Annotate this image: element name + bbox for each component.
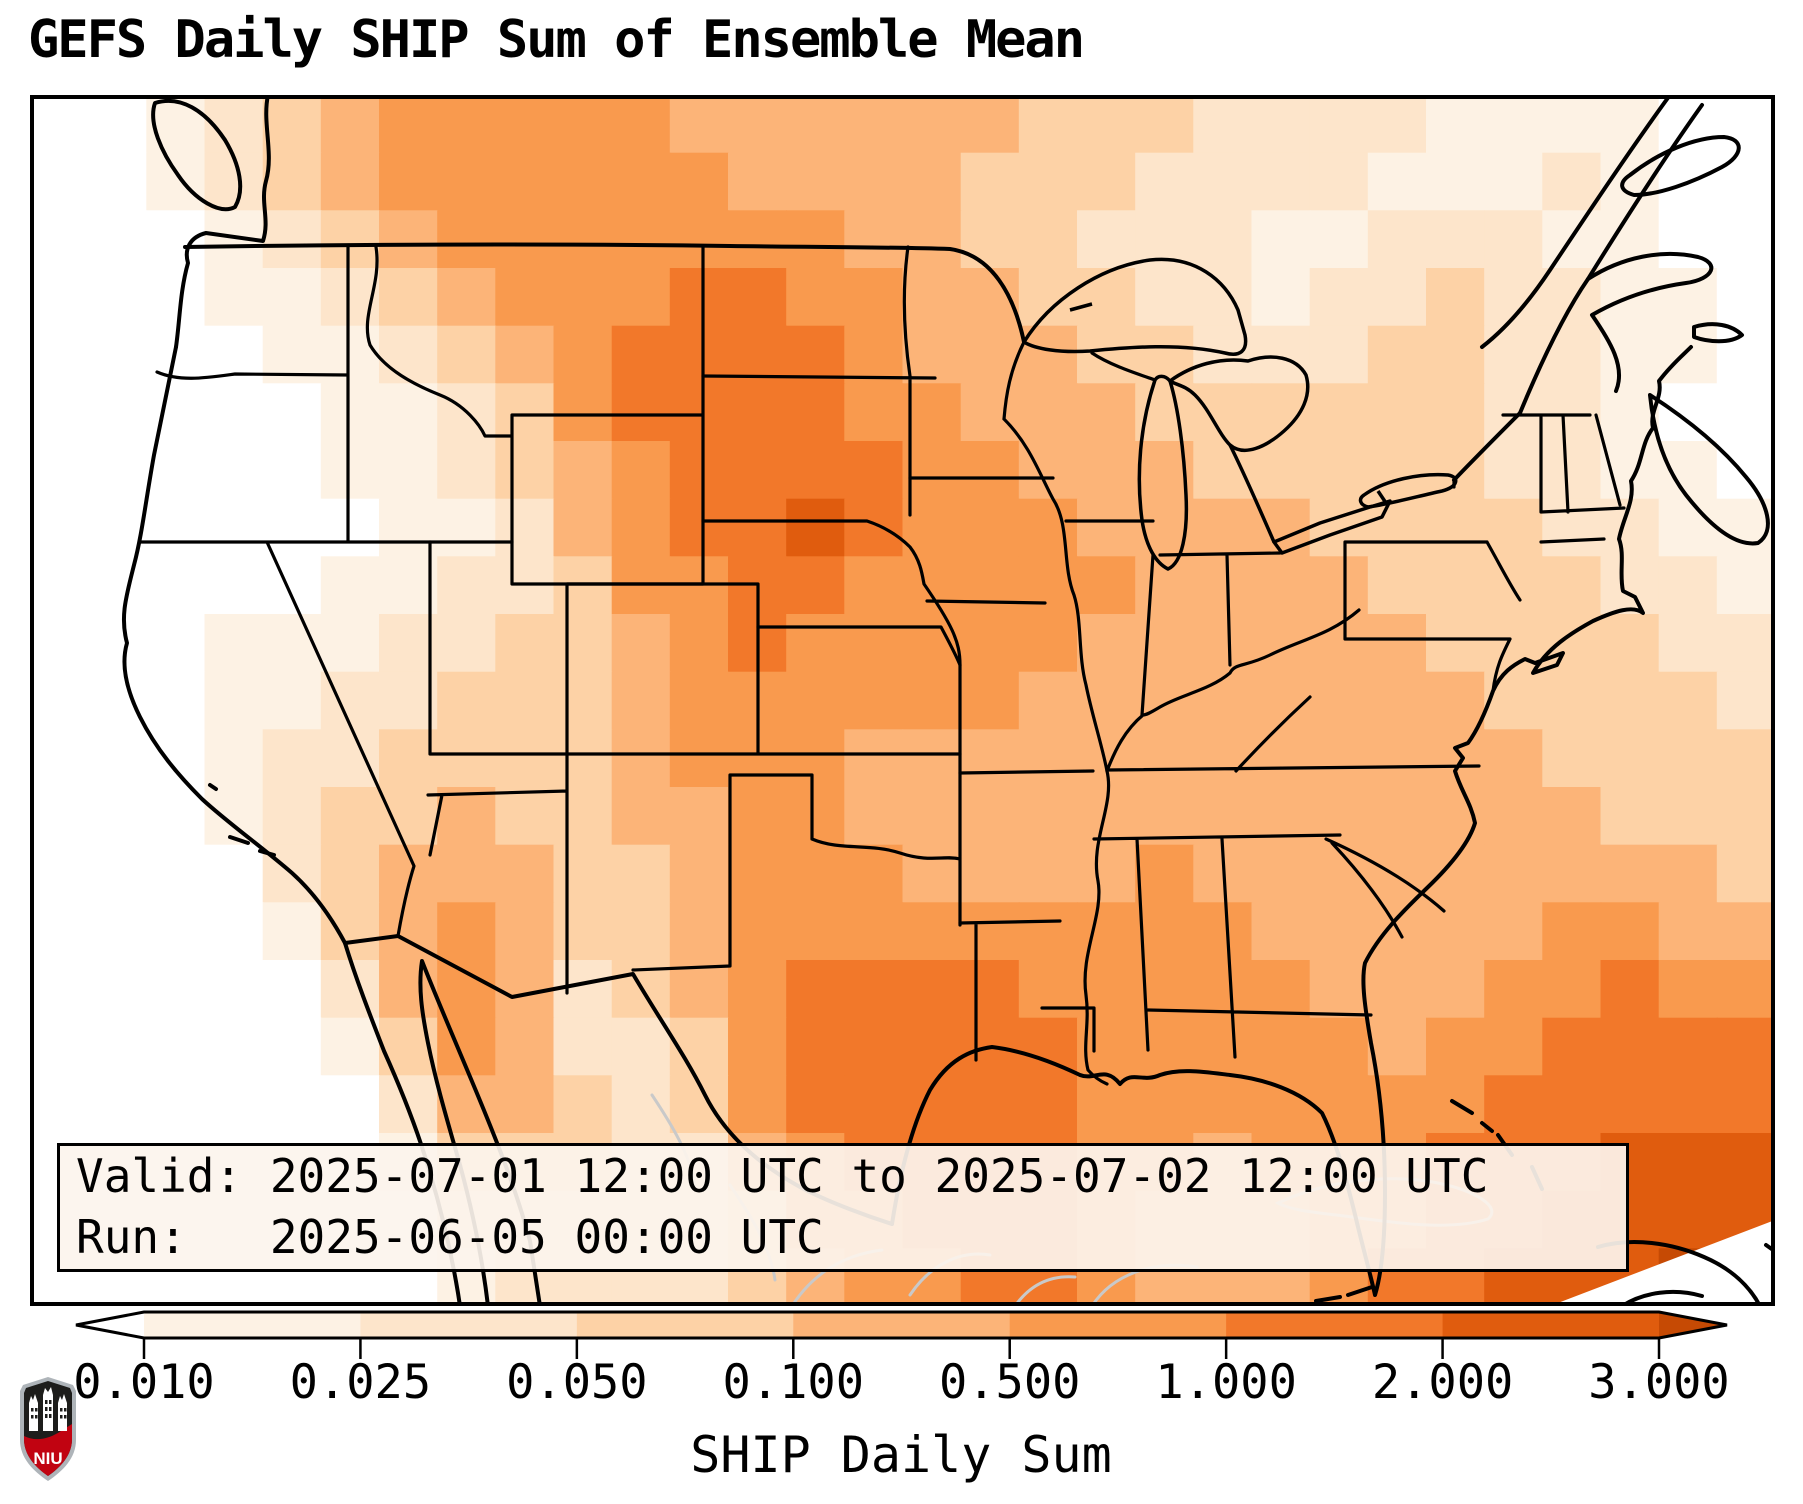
svg-text:0.025: 0.025 <box>290 1355 431 1410</box>
svg-text:0.100: 0.100 <box>723 1355 864 1410</box>
svg-text:1.000: 1.000 <box>1155 1355 1296 1410</box>
state-borders <box>138 245 1626 1086</box>
anticosti-island <box>1620 135 1741 197</box>
svg-text:0.010: 0.010 <box>73 1355 214 1410</box>
svg-text:0.500: 0.500 <box>939 1355 1080 1410</box>
svg-text:3.000: 3.000 <box>1588 1355 1729 1410</box>
projection-edge-wedge <box>1550 1220 1775 1306</box>
niagara-river <box>1376 490 1388 504</box>
lake-ontario <box>1358 472 1458 509</box>
great-lakes-outlines <box>1022 257 1458 571</box>
niu-shield-icon: NIU <box>20 1377 76 1481</box>
lake-huron <box>1168 355 1310 453</box>
lake-superior <box>1022 257 1248 356</box>
svg-text:0.050: 0.050 <box>506 1355 647 1410</box>
st-lawrence-border <box>1452 411 1522 482</box>
colorbar-ticks <box>142 1338 1661 1359</box>
nova-scotia <box>1648 393 1770 546</box>
heatmap-cells <box>30 95 1775 1306</box>
colorbar: 0.010 0.025 0.050 0.100 0.500 1.000 2.000 3.000… <box>0 1300 1803 1500</box>
lake-erie <box>1272 499 1392 555</box>
svg-text:2.000: 2.000 <box>1372 1355 1513 1410</box>
florida-keys <box>1314 1285 1374 1303</box>
channel-islands <box>208 783 276 857</box>
map-frame <box>30 95 1775 1306</box>
colorbar-axis-label: SHIP Daily Sum <box>690 1426 1111 1484</box>
isle-royale <box>1069 302 1093 312</box>
niu-logo-text: NIU <box>33 1449 62 1468</box>
canada-border <box>183 242 1026 344</box>
niu-logo: NIU <box>16 1376 80 1482</box>
valid-line: Valid: 2025-07-01 12:00 UTC to 2025-07-0… <box>76 1149 1489 1203</box>
colorbar-svg: 0.010 0.025 0.050 0.100 0.500 1.000 2.000 3.000… <box>73 1310 1730 1484</box>
valid-run-box: Valid: 2025-07-01 12:00 UTC to 2025-07-0… <box>57 1143 1629 1272</box>
st-clair-river <box>1228 444 1276 543</box>
forecast-map <box>30 95 1775 1306</box>
page-title: GEFS Daily SHIP Sum of Ensemble Mean <box>28 10 1085 70</box>
map-svg <box>30 95 1775 1306</box>
colorbar-segments <box>75 1310 1728 1340</box>
prince-edward-island <box>1692 322 1744 344</box>
run-line: Run: 2025-06-05 00:00 UTC <box>76 1210 824 1264</box>
colorbar-tick-labels: 0.010 0.025 0.050 0.100 0.500 1.000 2.000 3.000 <box>73 1355 1729 1410</box>
